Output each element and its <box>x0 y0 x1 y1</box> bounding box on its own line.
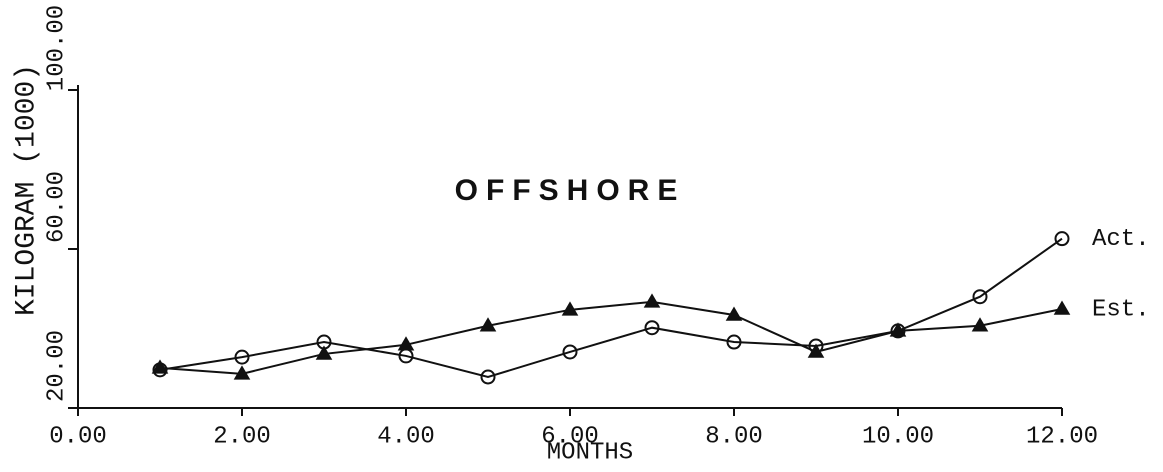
y-tick-label: 60.00 <box>43 171 70 243</box>
x-tick-label: 12.00 <box>1026 423 1098 450</box>
triangle-marker <box>315 345 333 360</box>
triangle-marker <box>725 306 743 321</box>
x-tick-label: 8.00 <box>705 423 763 450</box>
x-tick-label: 4.00 <box>377 423 435 450</box>
y-tick-label: 20.00 <box>43 330 70 402</box>
series-label: Act. <box>1092 226 1150 253</box>
circle-marker <box>644 320 660 336</box>
chart-title: OFFSHORE <box>455 174 686 207</box>
series-label: Est. <box>1092 296 1150 323</box>
triangle-marker <box>561 301 579 316</box>
series-line <box>159 300 1063 375</box>
triangle-marker <box>233 365 251 380</box>
circle-marker <box>480 369 496 385</box>
triangle-marker <box>1053 300 1071 315</box>
circle-marker <box>234 349 250 365</box>
triangle-marker <box>397 336 415 351</box>
series-line <box>159 237 1063 379</box>
y-axis-label: KILOGRAM (1000) <box>11 64 42 316</box>
x-tick-label: 6.00 <box>541 423 599 450</box>
circle-marker <box>562 344 578 360</box>
triangle-marker <box>151 359 169 374</box>
triangle-marker <box>479 317 497 332</box>
circle-marker <box>972 289 988 305</box>
triangle-marker <box>807 343 825 358</box>
x-tick-label: 0.00 <box>49 423 107 450</box>
triangle-marker <box>643 293 661 308</box>
circle-marker <box>726 334 742 350</box>
triangle-marker <box>971 317 989 332</box>
x-axis-label: MONTHS <box>547 439 633 466</box>
x-tick-label: 2.00 <box>213 423 271 450</box>
triangle-marker <box>889 322 907 337</box>
circle-marker <box>1054 231 1070 247</box>
y-tick-label: 100.00 <box>43 5 70 91</box>
x-tick-label: 10.00 <box>862 423 934 450</box>
